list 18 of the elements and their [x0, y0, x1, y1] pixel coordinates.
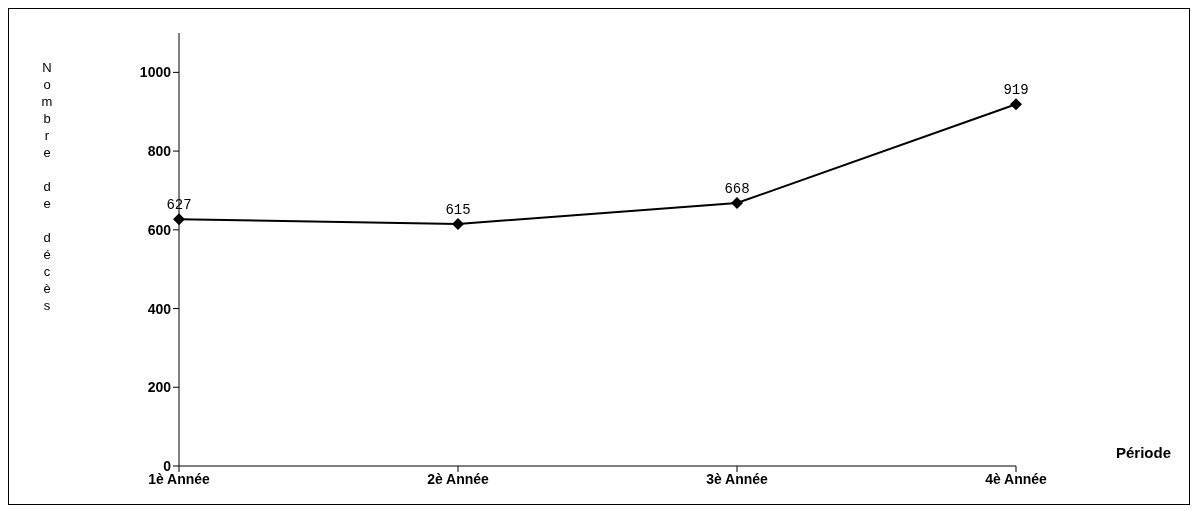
y-tick-label: 1000	[139, 64, 172, 81]
y-tick-label: 400	[147, 300, 172, 317]
point	[731, 197, 743, 210]
x-axis-title: Période	[1116, 444, 1172, 461]
point	[1010, 98, 1022, 111]
y-tick-label: 800	[147, 143, 172, 160]
data-label: 668	[724, 181, 750, 198]
data-label: 919	[1003, 82, 1029, 99]
x-tick-label: 3è Année	[706, 470, 769, 487]
x-tick-label: 2è Année	[427, 470, 490, 487]
y-tick-label: 200	[147, 379, 172, 396]
y-tick-label: 600	[147, 221, 172, 238]
text: Nombre de décès	[41, 60, 53, 313]
point	[452, 217, 464, 230]
data-label: 627	[166, 197, 192, 214]
data-label: 615	[445, 201, 471, 218]
point	[173, 213, 185, 226]
x-tick-label: 4è Année	[985, 470, 1048, 487]
